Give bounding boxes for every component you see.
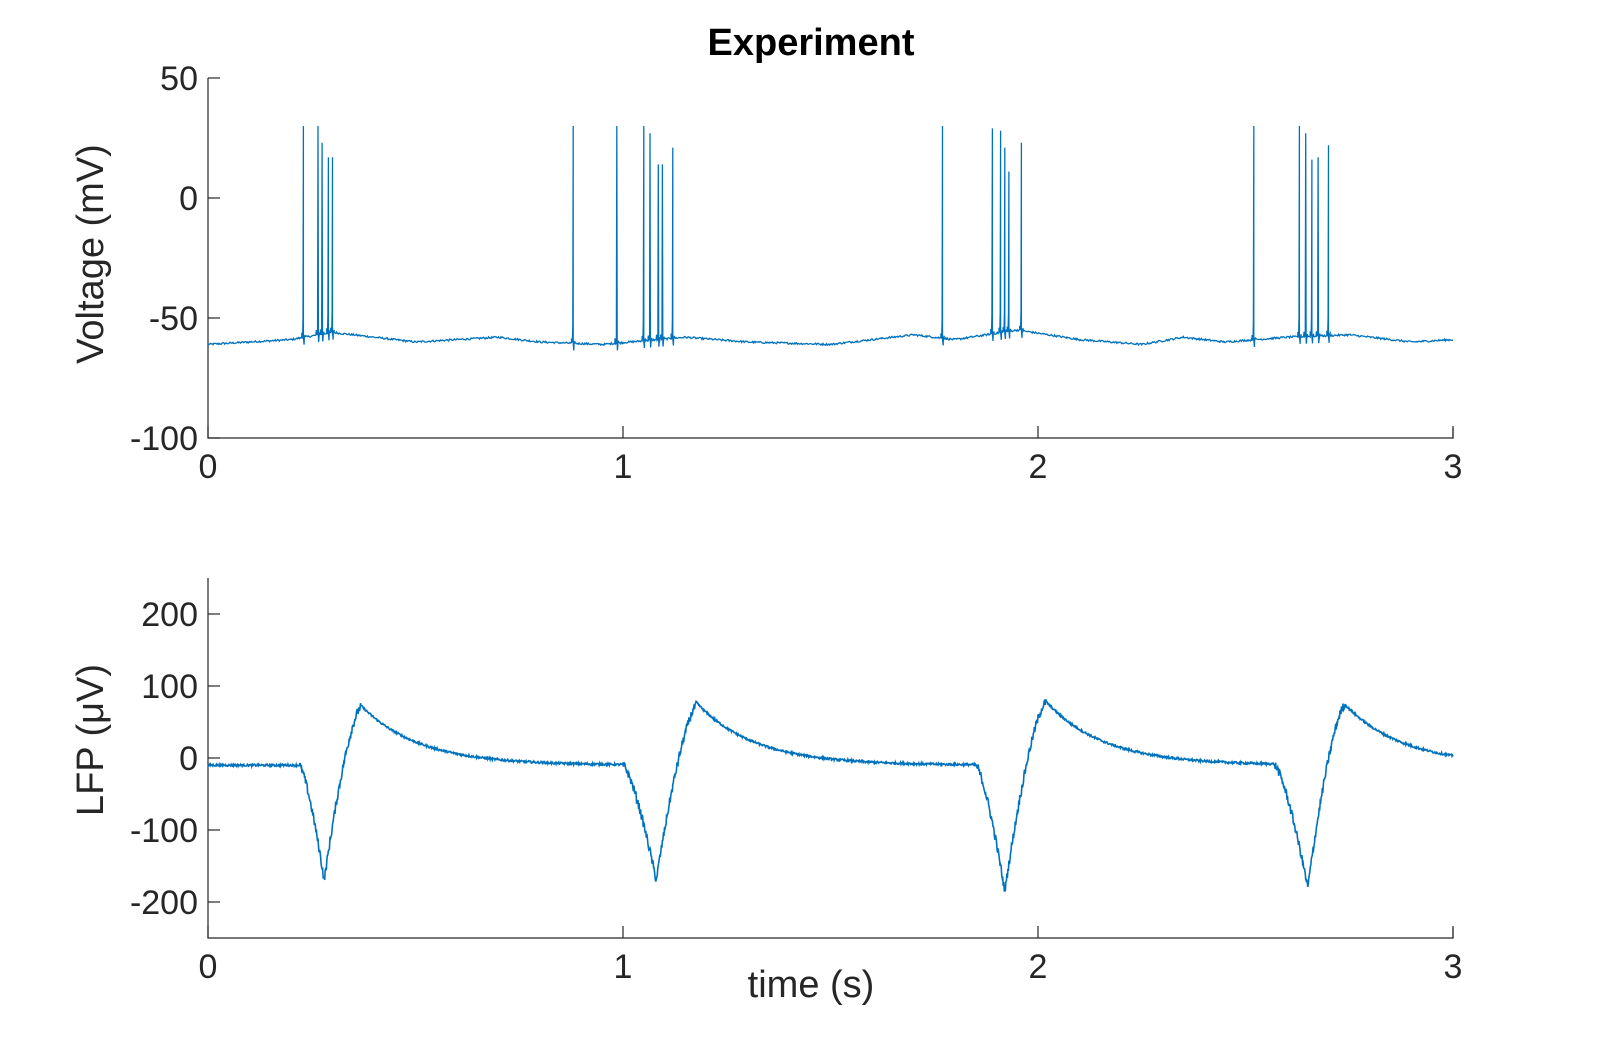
x-tick-label: 2 [1029, 948, 1048, 986]
lfp-x-axis-label: time (s) [748, 964, 875, 1006]
voltage-y-axis-label: Voltage (mV) [70, 144, 112, 364]
lfp-panel: 0 1 2 3 200 100 0 -100 -200 LFP (μV) time (s) [70, 578, 1462, 1006]
y-tick-label: 0 [179, 180, 198, 218]
lfp-y-ticks: 200 100 0 -100 -200 [130, 596, 220, 922]
x-tick-label: 3 [1444, 448, 1463, 486]
voltage-panel: Experiment 0 1 2 3 50 0 -50 -100 Voltage (mV) [70, 22, 1462, 486]
lfp-y-axis-label: LFP (μV) [70, 664, 112, 816]
y-tick-label: -200 [130, 884, 198, 922]
y-tick-label: -100 [130, 812, 198, 850]
voltage-axes [207, 78, 1454, 439]
chart-title: Experiment [708, 22, 915, 64]
x-tick-label: 0 [199, 448, 218, 486]
lfp-x-ticks: 0 1 2 3 [199, 926, 1463, 986]
x-tick-label: 3 [1444, 948, 1463, 986]
y-tick-label: 200 [141, 596, 198, 634]
x-tick-label: 1 [614, 948, 633, 986]
x-tick-label: 0 [199, 948, 218, 986]
y-tick-label: 0 [179, 740, 198, 778]
y-tick-label: 50 [160, 60, 198, 98]
y-tick-label: 100 [141, 668, 198, 706]
y-tick-label: -100 [130, 420, 198, 458]
x-tick-label: 1 [614, 448, 633, 486]
y-tick-label: -50 [149, 300, 198, 338]
voltage-trace [207, 125, 1453, 351]
lfp-trace [207, 699, 1454, 892]
x-tick-label: 2 [1029, 448, 1048, 486]
voltage-x-ticks: 0 1 2 3 [199, 426, 1463, 486]
voltage-y-ticks: 50 0 -50 -100 [130, 60, 220, 458]
